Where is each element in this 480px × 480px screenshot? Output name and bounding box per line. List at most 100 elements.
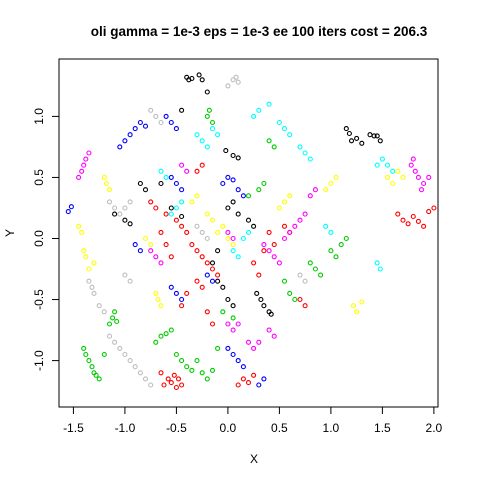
data-point: [245, 193, 252, 199]
data-point: [79, 229, 85, 235]
data-point: [76, 174, 82, 180]
data-point: [158, 303, 164, 309]
data-point: [258, 296, 264, 303]
data-point: [204, 144, 210, 150]
data-point: [158, 260, 164, 266]
data-point: [426, 174, 432, 180]
data-point: [271, 333, 277, 339]
point-group-8: [86, 74, 308, 388]
data-point: [215, 248, 221, 254]
data-point: [256, 382, 262, 388]
data-point: [225, 174, 231, 180]
point-group-2: [148, 162, 437, 391]
data-point: [142, 187, 149, 193]
data-point: [343, 235, 349, 242]
data-point: [261, 180, 267, 187]
data-point: [240, 376, 246, 382]
data-point: [122, 205, 128, 211]
data-point: [96, 376, 102, 382]
data-point: [93, 372, 99, 378]
data-point: [338, 242, 344, 248]
data-point: [215, 345, 221, 351]
data-point: [189, 367, 195, 373]
data-point: [421, 223, 427, 229]
data-point: [431, 205, 437, 211]
data-point: [112, 339, 118, 345]
data-point: [199, 138, 205, 144]
data-point: [346, 130, 352, 137]
data-point: [103, 180, 109, 187]
data-point: [307, 193, 313, 199]
data-point: [76, 223, 82, 229]
data-point: [230, 199, 236, 205]
data-point: [245, 217, 252, 223]
data-point: [225, 321, 231, 327]
data-point: [112, 205, 118, 211]
data-point: [89, 284, 95, 290]
data-point: [359, 299, 365, 305]
data-point: [230, 177, 236, 183]
data-point: [86, 266, 92, 272]
data-point: [209, 217, 216, 223]
data-point: [171, 372, 177, 378]
data-point: [400, 217, 406, 223]
data-point: [204, 272, 210, 278]
data-point: [254, 290, 260, 296]
data-point: [142, 235, 149, 242]
data-point: [122, 138, 128, 144]
data-point: [276, 205, 282, 211]
data-point: [153, 113, 159, 119]
data-point: [240, 193, 246, 199]
data-point: [230, 351, 236, 358]
data-point: [281, 223, 288, 229]
data-point: [179, 382, 185, 388]
data-point: [79, 168, 85, 174]
data-point: [155, 296, 161, 303]
data-point: [65, 209, 71, 215]
data-point: [225, 345, 231, 351]
data-point: [184, 364, 190, 370]
data-point: [245, 229, 252, 235]
data-point: [215, 132, 221, 138]
data-point: [379, 156, 385, 162]
data-point: [153, 290, 159, 296]
data-point: [307, 260, 313, 266]
data-point: [209, 321, 216, 327]
x-axis: -1.5 -1.0 -0.5 0.0 0.5 1.0 1.5 2.0: [63, 406, 443, 435]
x-tick-label: 0.5: [271, 421, 288, 435]
data-point: [281, 278, 288, 284]
data-point: [230, 303, 236, 309]
y-tick-label: -0.5: [32, 289, 46, 310]
data-point: [199, 370, 205, 376]
data-point: [415, 174, 421, 180]
data-point: [225, 83, 231, 89]
data-point: [415, 218, 421, 224]
data-point: [225, 229, 231, 235]
data-point: [240, 364, 246, 370]
y-tick-label: -1.0: [32, 350, 46, 371]
data-point: [194, 193, 200, 199]
data-point: [204, 211, 210, 217]
data-point: [132, 126, 138, 132]
data-point: [225, 296, 231, 303]
data-point: [83, 351, 89, 358]
data-point: [426, 209, 432, 215]
data-point: [148, 242, 154, 248]
data-point: [235, 382, 241, 388]
data-point: [225, 235, 231, 242]
data-point: [256, 272, 262, 278]
data-point: [96, 303, 102, 309]
data-point: [230, 327, 236, 333]
data-point: [240, 235, 246, 242]
data-point: [312, 187, 318, 193]
data-point: [168, 327, 174, 333]
data-point: [256, 187, 262, 193]
data-point: [114, 318, 120, 325]
data-point: [297, 296, 303, 303]
data-point: [333, 174, 339, 180]
data-point: [86, 150, 92, 156]
data-point: [367, 132, 373, 138]
data-point: [168, 284, 174, 290]
x-tick-label: -1.0: [115, 421, 136, 435]
data-point: [106, 333, 113, 339]
